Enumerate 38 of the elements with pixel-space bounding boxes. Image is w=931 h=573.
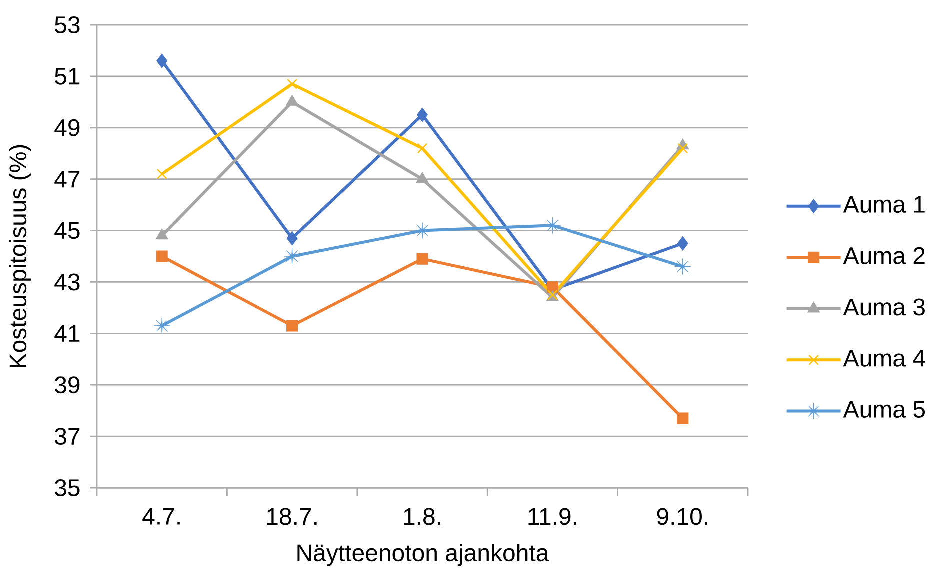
legend-label: Auma 1	[843, 196, 925, 214]
x-tick-label: 4.7.	[142, 508, 180, 525]
point	[156, 168, 168, 180]
y-tick-label: 39	[55, 376, 80, 394]
point	[286, 320, 298, 332]
y-tick-label: 43	[54, 274, 80, 291]
y-tick-label: 37	[55, 428, 80, 446]
y-tick-label: 47	[54, 171, 80, 188]
point	[544, 217, 561, 234]
point	[677, 236, 688, 251]
y-tick-label: 49	[54, 119, 80, 136]
x-tick-label: 1.8.	[404, 508, 440, 526]
y-tick-label: 45	[54, 222, 80, 240]
y-tick-label: 53	[55, 16, 80, 34]
point	[156, 250, 168, 262]
y-tick-label: 51	[55, 68, 80, 85]
point	[156, 54, 168, 68]
legend-label: Auma 3	[843, 298, 925, 316]
point	[677, 412, 689, 424]
x-tick-label: 9.10.	[657, 508, 708, 526]
point	[678, 143, 688, 154]
point	[286, 231, 298, 246]
point	[154, 318, 170, 334]
legend-label: Auma 4	[843, 350, 926, 367]
legend-label: Auma 5	[843, 401, 925, 418]
y-axis-title: Kosteuspitoisuus (%)	[9, 145, 32, 368]
x-tick-label: 18.7.	[267, 508, 317, 526]
point	[416, 172, 429, 184]
point	[287, 78, 298, 90]
point	[284, 248, 301, 265]
x-axis-title: Näytteenoton ajankohta	[298, 544, 550, 566]
point	[674, 258, 692, 275]
y-tick-label: 35	[55, 480, 80, 496]
legend-label: Auma 2	[843, 247, 925, 264]
x-tick-label: 11.9.	[528, 508, 576, 526]
y-tick-label: 41	[54, 325, 80, 342]
point	[416, 253, 428, 265]
point	[417, 108, 428, 122]
